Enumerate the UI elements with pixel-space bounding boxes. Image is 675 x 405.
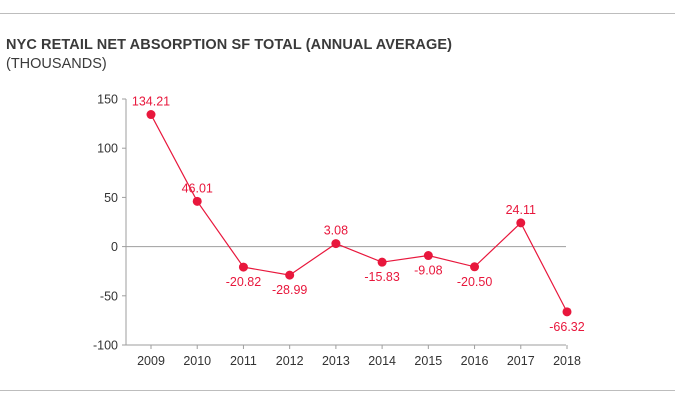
- data-point: [470, 262, 480, 272]
- x-tick-label: 2014: [368, 354, 396, 368]
- data-label: 24.11: [506, 203, 536, 217]
- data-label: -28.99: [272, 283, 307, 297]
- data-point: [192, 196, 202, 206]
- y-tick-label: 50: [104, 191, 118, 205]
- label-layer: 134.21 46.01 -20.82 -28.99 3.08 -15.83 -9.08 -2…: [132, 95, 585, 334]
- x-tick-label: 2013: [322, 354, 350, 368]
- x-tick-label: 2010: [183, 354, 211, 368]
- x-tick-label: 2011: [230, 354, 257, 368]
- x-tick-label: 2018: [553, 354, 581, 368]
- data-point: [516, 218, 526, 228]
- data-point: [377, 257, 387, 267]
- data-point: [562, 307, 572, 317]
- data-label: 134.21: [132, 95, 170, 109]
- y-tick-label: -50: [100, 289, 118, 303]
- y-tick-label: 100: [97, 142, 118, 156]
- chart-subtitle: (THOUSANDS): [6, 56, 107, 72]
- data-point: [238, 262, 248, 272]
- data-label: -66.32: [549, 320, 584, 334]
- data-point: [285, 270, 295, 280]
- data-label: -20.82: [226, 275, 261, 289]
- y-tick-label: 150: [97, 93, 118, 107]
- chart-title: NYC RETAIL NET ABSORPTION SF TOTAL (ANNU…: [6, 37, 453, 53]
- x-tick-label: 2015: [414, 354, 442, 368]
- series-line: [150, 114, 568, 313]
- data-label: -9.08: [414, 264, 443, 278]
- y-tick-label: -100: [93, 339, 118, 353]
- data-label: 46.01: [182, 181, 213, 195]
- y-tick-label: 0: [111, 240, 118, 254]
- x-tick-label: 2016: [461, 354, 489, 368]
- x-tick-label: 2017: [507, 354, 535, 368]
- axis-layer: 150 100 50 0 -50 -100 2009 2010 2011 2012 2013 2014…: [93, 93, 581, 369]
- data-label: -15.83: [364, 270, 399, 284]
- data-point: [423, 251, 433, 261]
- series-layer: [146, 110, 572, 317]
- data-label: 3.08: [324, 224, 348, 238]
- data-label: -20.50: [457, 275, 492, 289]
- data-point: [146, 110, 156, 120]
- bottom-divider: [0, 390, 675, 391]
- x-tick-label: 2012: [276, 354, 304, 368]
- x-tick-label: 2009: [137, 354, 165, 368]
- data-point: [331, 239, 341, 249]
- top-divider: [0, 13, 675, 14]
